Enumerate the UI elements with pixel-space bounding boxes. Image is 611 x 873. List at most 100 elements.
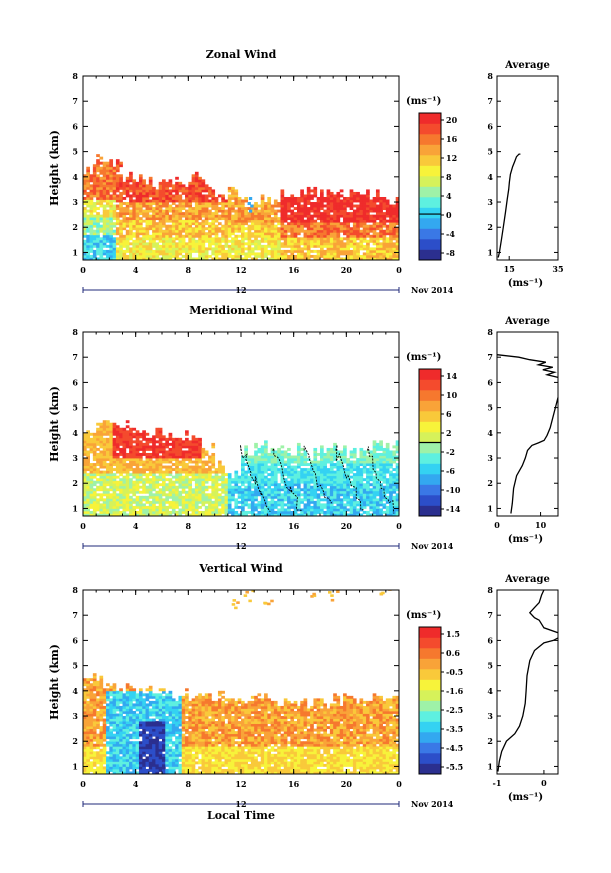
- heatmap-cell: [287, 475, 291, 479]
- heatmap-cell: [260, 463, 265, 466]
- heatmap-cell: [204, 508, 209, 512]
- heatmap-cell: [106, 498, 110, 502]
- heatmap-cell: [375, 234, 380, 238]
- heatmap-cell: [125, 234, 130, 238]
- heatmap-cell: [145, 227, 150, 231]
- heatmap-cell: [379, 493, 383, 497]
- heatmap-cell: [254, 505, 258, 509]
- heatmap-cell: [352, 209, 357, 213]
- heatmap-cell: [280, 475, 285, 479]
- heatmap-cell: [102, 179, 107, 183]
- heatmap-cell: [306, 463, 311, 466]
- heatmap-cell: [142, 249, 146, 253]
- heatmap-cell: [109, 480, 114, 484]
- heatmap-cell: [227, 490, 232, 494]
- heatmap-cell: [92, 242, 97, 246]
- heatmap-cell: [204, 485, 209, 489]
- heatmap-cell: [316, 199, 321, 203]
- heatmap-cell: [106, 171, 110, 175]
- heatmap-cell: [152, 452, 156, 456]
- heatmap-cell: [129, 214, 133, 218]
- heatmap-cell: [303, 254, 308, 258]
- heatmap-cell: [290, 242, 295, 246]
- heatmap-cell: [333, 234, 337, 238]
- heatmap-cell: [329, 249, 334, 253]
- heatmap-cell: [152, 478, 156, 482]
- heatmap-cell: [89, 194, 94, 198]
- heatmap-cell: [162, 212, 166, 216]
- heatmap-cell: [86, 483, 90, 487]
- heatmap-cell: [83, 232, 87, 236]
- heatmap-cell: [346, 239, 351, 243]
- heatmap-cell: [109, 455, 114, 459]
- heatmap-cell: [99, 161, 104, 165]
- heatmap-cell: [336, 229, 341, 233]
- heatmap-cell: [158, 460, 163, 464]
- heatmap-cell: [86, 468, 90, 472]
- heatmap-cell: [115, 465, 120, 469]
- heatmap-cell: [326, 455, 331, 459]
- heatmap-cell: [323, 204, 327, 208]
- heatmap-cell: [152, 440, 156, 444]
- heatmap-cell: [280, 212, 285, 216]
- heatmap-cell: [254, 468, 258, 472]
- heatmap-cell: [313, 209, 318, 213]
- heatmap-cell: [152, 242, 156, 246]
- heatmap-cell: [296, 224, 301, 228]
- heatmap-cell: [83, 493, 87, 497]
- heatmap-cell: [142, 445, 146, 449]
- heatmap-cell: [237, 217, 242, 221]
- heatmap-cell: [349, 244, 354, 248]
- heatmap-cell: [234, 199, 239, 203]
- heatmap-cell: [362, 224, 367, 228]
- heatmap-cell: [178, 244, 183, 248]
- heatmap-cell: [158, 202, 163, 205]
- heatmap-cell: [280, 207, 285, 210]
- heatmap-cell: [102, 232, 107, 236]
- heatmap-cell: [326, 204, 331, 208]
- heatmap-cell: [379, 478, 383, 482]
- heatmap-cell: [83, 478, 87, 482]
- heatmap-cell: [201, 252, 206, 256]
- heatmap-cell: [106, 219, 110, 223]
- heatmap-cell: [191, 440, 196, 444]
- heatmap-cell: [138, 232, 143, 236]
- heatmap-cell: [92, 224, 97, 228]
- heatmap-cell: [96, 447, 100, 451]
- heatmap-cell: [382, 207, 387, 210]
- heatmap-cell: [310, 463, 314, 466]
- heatmap-cell: [214, 498, 219, 502]
- heatmap-cell: [125, 500, 130, 504]
- heatmap-cell: [204, 196, 209, 200]
- heatmap-cell: [138, 455, 143, 459]
- heatmap-cell: [267, 239, 272, 243]
- heatmap-cell: [293, 505, 298, 509]
- heatmap-cell: [366, 189, 370, 193]
- heatmap-cell: [204, 478, 209, 482]
- heatmap-cell: [175, 242, 179, 246]
- heatmap-cell: [155, 435, 160, 439]
- heatmap-cell: [372, 510, 377, 514]
- heatmap-cell: [109, 212, 114, 216]
- heatmap-cell: [352, 249, 357, 253]
- heatmap-cell: [320, 252, 324, 256]
- heatmap-cell: [145, 500, 150, 504]
- heatmap-cell: [168, 458, 173, 461]
- heatmap-cell: [201, 212, 206, 216]
- heatmap-cell: [109, 209, 114, 213]
- heatmap-cell: [115, 427, 120, 431]
- heatmap-cell: [385, 252, 390, 256]
- heatmap-cell: [306, 227, 311, 231]
- heatmap-cell: [211, 242, 216, 246]
- heatmap-cell: [336, 212, 341, 216]
- heatmap-cell: [356, 207, 360, 210]
- heatmap-cell: [310, 473, 314, 477]
- heatmap-cell: [129, 257, 133, 260]
- heatmap-cell: [382, 232, 387, 236]
- heatmap-cell: [106, 503, 110, 507]
- heatmap-cell: [362, 452, 367, 456]
- heatmap-cell: [201, 493, 206, 497]
- heatmap-cell: [122, 181, 127, 185]
- heatmap-cell: [369, 217, 374, 221]
- heatmap-cell: [379, 440, 383, 444]
